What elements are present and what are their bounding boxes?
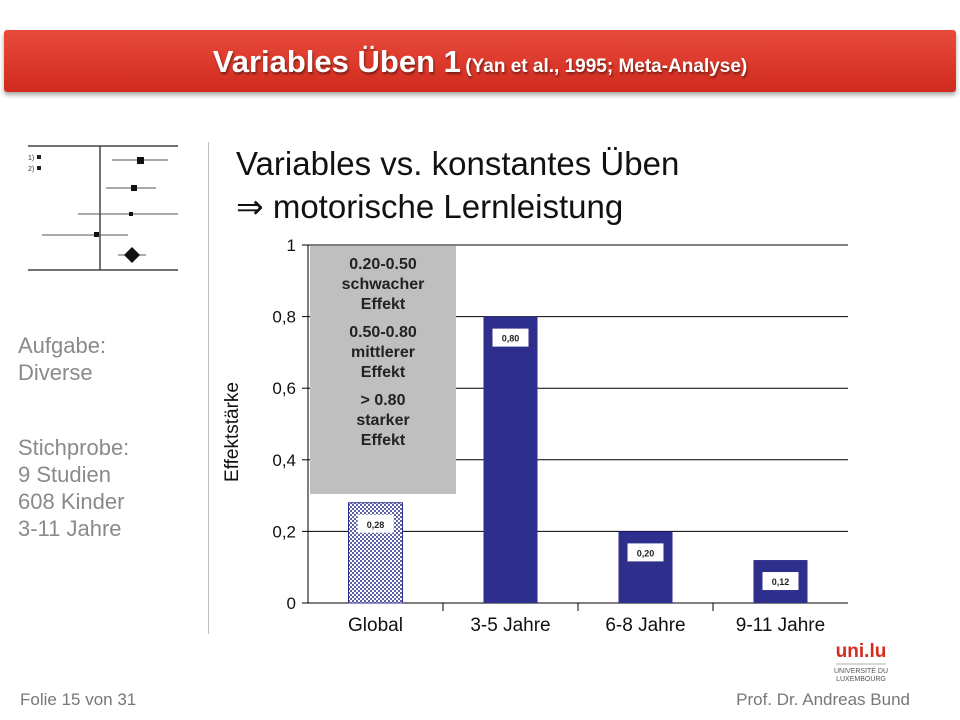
slide-title: Variables Üben 1 (Yan et al., 1995; Meta… [4,44,956,80]
y-tick-label: 1 [287,236,296,255]
heading-line-2: ⇒ motorische Lernleistung [236,185,679,228]
data-label-box [357,514,394,533]
forest-label-1: 1) [28,155,34,162]
sample-line: 9 Studien [18,462,111,487]
forest-point-1 [137,157,144,164]
y-tick-label: 0,2 [272,522,296,541]
bar-3-5-jahre [483,316,538,603]
university-logo: uni.lu UNIVERSITÉ DU LUXEMBOURG [832,636,890,683]
footer-author: Prof. Dr. Andreas Bund [736,690,910,709]
sample-info: Stichprobe: 9 Studien 608 Kinder 3-11 Ja… [18,434,129,542]
legend-text: Effekt [360,432,406,449]
vertical-divider [208,142,209,634]
legend-text: starker [356,412,410,429]
slide-title-citation: (Yan et al., 1995; Meta-Analyse) [465,56,748,77]
legend-text: mittlerer [350,344,416,361]
legend-text: Effekt [360,364,406,381]
bar-6-8-jahre [618,531,673,603]
data-label: 0,20 [637,548,655,558]
footer-slide-number: Folie 15 von 31 [20,690,137,709]
data-label-box [627,543,664,562]
forest-marker-2 [37,166,41,170]
effect-size-bar-chart: 0,28 0,80 0,20 0,12 0 0,2 0,4 0,6 0,8 1 Global 3-… [222,236,848,636]
sample-line: 3-11 Jahre [18,516,122,541]
legend-range: 0.50-0.80 [349,324,417,341]
data-label: 0,12 [772,577,790,587]
x-category-label: 9-11 Jahre [736,615,825,636]
legend-text: schwacher [341,276,425,293]
forest-point-4 [94,232,99,237]
logo-mark: uni.lu [836,641,887,662]
forest-plot-thumbnail: 1) 2) [28,145,178,271]
logo-line-1: UNIVERSITÉ DU [834,666,888,675]
y-tick-label: 0,6 [272,379,296,398]
heading-line-2-text: motorische Lernleistung [272,188,624,225]
y-axis-label: Effektstärke [222,382,243,482]
x-category-label: 3-5 Jahre [470,615,550,636]
x-category-label: Global [348,615,403,636]
x-category-label: 6-8 Jahre [605,615,685,636]
logo-line-2: LUXEMBOURG [836,676,886,683]
sample-line: 608 Kinder [18,489,125,514]
task-label: Aufgabe: [18,333,107,358]
title-banner: Variables Üben 1 (Yan et al., 1995; Meta… [4,30,956,92]
logo-background [832,636,890,662]
legend-entry-medium: 0.50-0.80 mittlerer Effekt [310,323,456,383]
data-label-box [492,328,529,347]
task-info: Aufgabe: Diverse [18,332,106,386]
forest-label-2: 2) [28,166,34,173]
implies-arrow-icon: ⇒ [236,188,264,225]
legend-range: 0.20-0.50 [349,256,417,273]
heading-line-1: Variables vs. konstantes Üben [236,145,680,182]
slide-title-main: Variables Üben 1 [212,44,461,79]
legend-text: Effekt [360,296,406,313]
legend-entry-weak: 0.20-0.50 schwacher Effekt [310,255,456,315]
forest-point-2 [131,185,137,191]
slide-heading: Variables vs. konstantes Üben ⇒ motorisc… [236,142,679,228]
forest-diamond [124,247,140,263]
forest-point-3 [129,212,133,216]
task-value: Diverse [18,360,93,385]
forest-marker-1 [37,155,41,159]
data-label-box [762,572,799,591]
legend-range: > 0.80 [360,392,406,409]
y-tick-label: 0,8 [272,308,296,327]
effect-size-legend: 0.20-0.50 schwacher Effekt 0.50-0.80 mit… [310,246,456,494]
legend-entry-strong: > 0.80 starker Effekt [310,391,456,451]
y-tick-label: 0,4 [272,451,296,470]
sample-label: Stichprobe: [18,435,130,460]
y-tick-label: 0 [287,594,296,613]
data-label: 0,28 [367,520,385,530]
data-label: 0,80 [502,334,520,344]
